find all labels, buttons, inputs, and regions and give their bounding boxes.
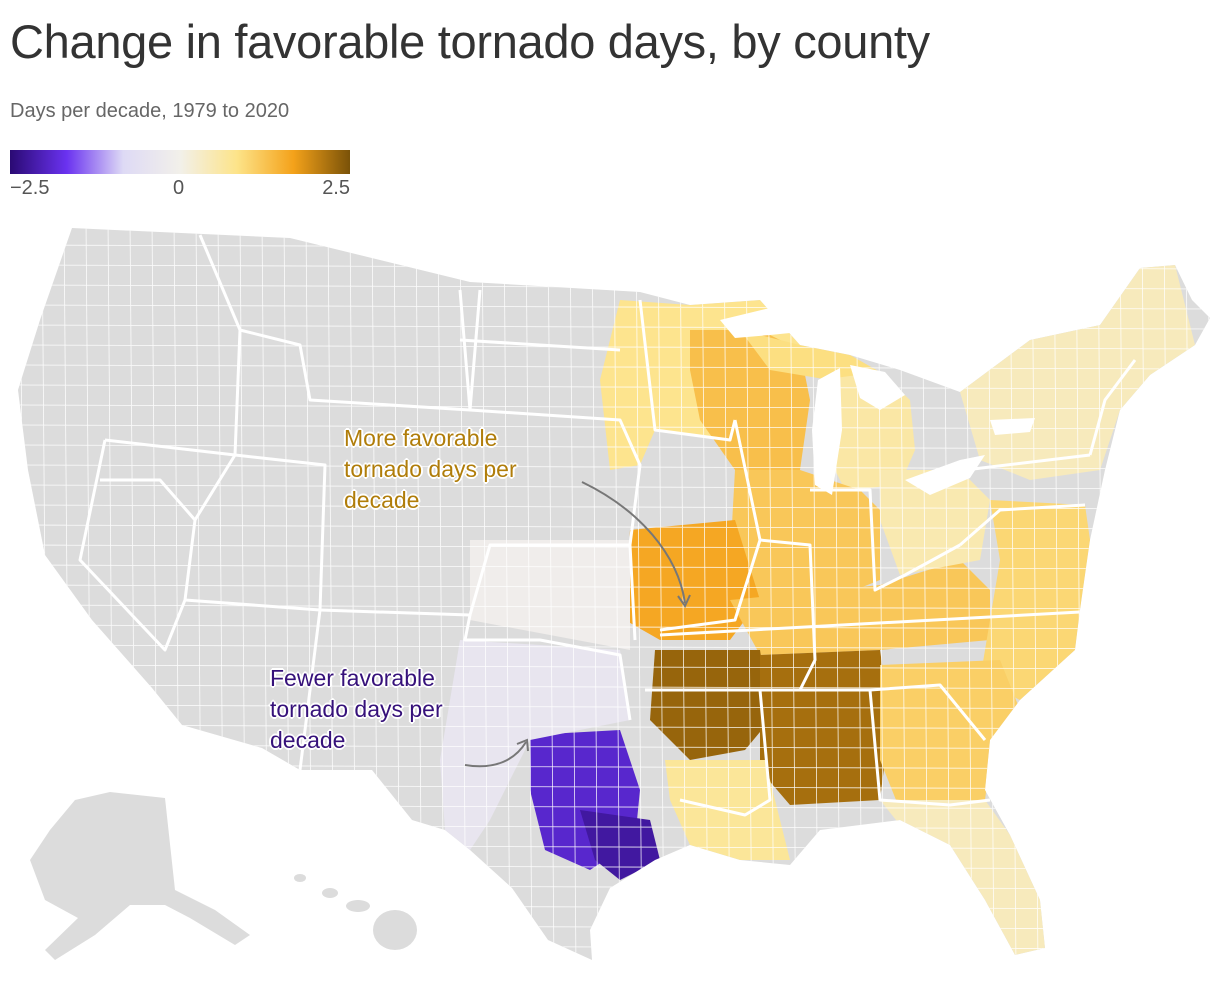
color-legend: −2.5 0 2.5 <box>10 150 350 202</box>
fewer-annotation-arrow <box>464 741 527 768</box>
legend-gradient-bar <box>10 150 350 174</box>
us-county-map <box>18 228 1210 960</box>
alaska-inset <box>30 792 250 960</box>
region-arkansas <box>650 650 770 760</box>
region-west-texas-oklahoma <box>440 640 630 850</box>
legend-tick-min: −2.5 <box>10 177 50 199</box>
legend-tick-max: 2.5 <box>322 177 350 199</box>
fewer-favorable-annotation: Fewer favorable tornado days per decade <box>270 665 443 753</box>
fewer-arrow-head <box>516 738 529 752</box>
region-wisconsin <box>690 330 810 500</box>
region-georgia-south-carolina <box>880 660 1020 810</box>
chart-subtitle: Days per decade, 1979 to 2020 <box>10 100 290 122</box>
state-borders <box>78 234 1137 817</box>
region-southeast-texas <box>580 810 660 880</box>
great-lakes <box>720 300 1035 495</box>
region-florida <box>880 800 1045 955</box>
hawaii-inset <box>294 874 417 950</box>
region-central-plains <box>470 540 630 650</box>
more-favorable-annotation: More favorable tornado days per decade <box>344 425 517 513</box>
more-annotation-arrow <box>581 481 686 604</box>
legend-tick-zero: 0 <box>173 177 185 199</box>
region-ohio <box>880 470 990 575</box>
more-arrow-head <box>677 594 691 609</box>
chart-title: Change in favorable tornado days, by cou… <box>10 15 930 68</box>
region-missouri <box>625 520 760 640</box>
